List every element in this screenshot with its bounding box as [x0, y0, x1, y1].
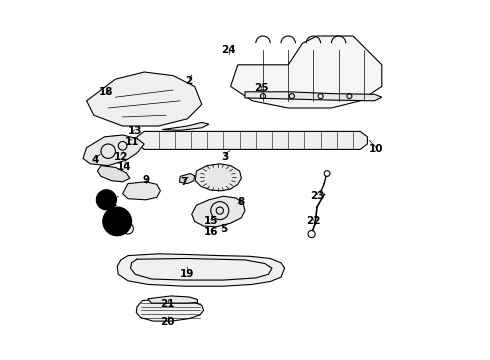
Text: 3: 3: [221, 152, 229, 162]
Text: 25: 25: [254, 83, 269, 93]
Text: 15: 15: [203, 216, 218, 226]
Text: 14: 14: [117, 162, 132, 172]
Text: 6: 6: [108, 225, 116, 235]
Polygon shape: [137, 131, 368, 149]
Text: 21: 21: [160, 299, 175, 309]
Text: 4: 4: [92, 155, 99, 165]
Text: 13: 13: [128, 126, 143, 136]
Text: 7: 7: [180, 177, 188, 187]
Polygon shape: [192, 196, 245, 227]
Polygon shape: [245, 92, 382, 101]
Text: 24: 24: [221, 45, 236, 55]
Polygon shape: [83, 135, 144, 166]
Polygon shape: [231, 36, 382, 108]
Text: 17: 17: [114, 220, 128, 230]
Text: 2: 2: [186, 76, 193, 86]
Circle shape: [114, 218, 121, 225]
Polygon shape: [122, 182, 160, 200]
Text: 16: 16: [203, 227, 218, 237]
Polygon shape: [179, 174, 195, 184]
Text: 1: 1: [110, 198, 117, 208]
Circle shape: [97, 190, 117, 210]
Text: 11: 11: [124, 137, 139, 147]
Text: 22: 22: [306, 216, 320, 226]
Text: 20: 20: [160, 317, 175, 327]
Text: 12: 12: [114, 152, 128, 162]
Text: 18: 18: [99, 87, 114, 97]
Polygon shape: [98, 166, 130, 182]
Text: 8: 8: [238, 197, 245, 207]
Polygon shape: [87, 72, 202, 126]
Polygon shape: [148, 296, 197, 303]
Text: 19: 19: [180, 269, 195, 279]
Polygon shape: [117, 254, 285, 286]
Text: 10: 10: [369, 144, 384, 154]
Text: 9: 9: [143, 175, 149, 185]
Text: 23: 23: [310, 191, 324, 201]
Polygon shape: [196, 164, 242, 191]
Polygon shape: [162, 122, 209, 130]
Circle shape: [103, 207, 132, 236]
Polygon shape: [136, 299, 204, 321]
Text: 5: 5: [220, 224, 227, 234]
